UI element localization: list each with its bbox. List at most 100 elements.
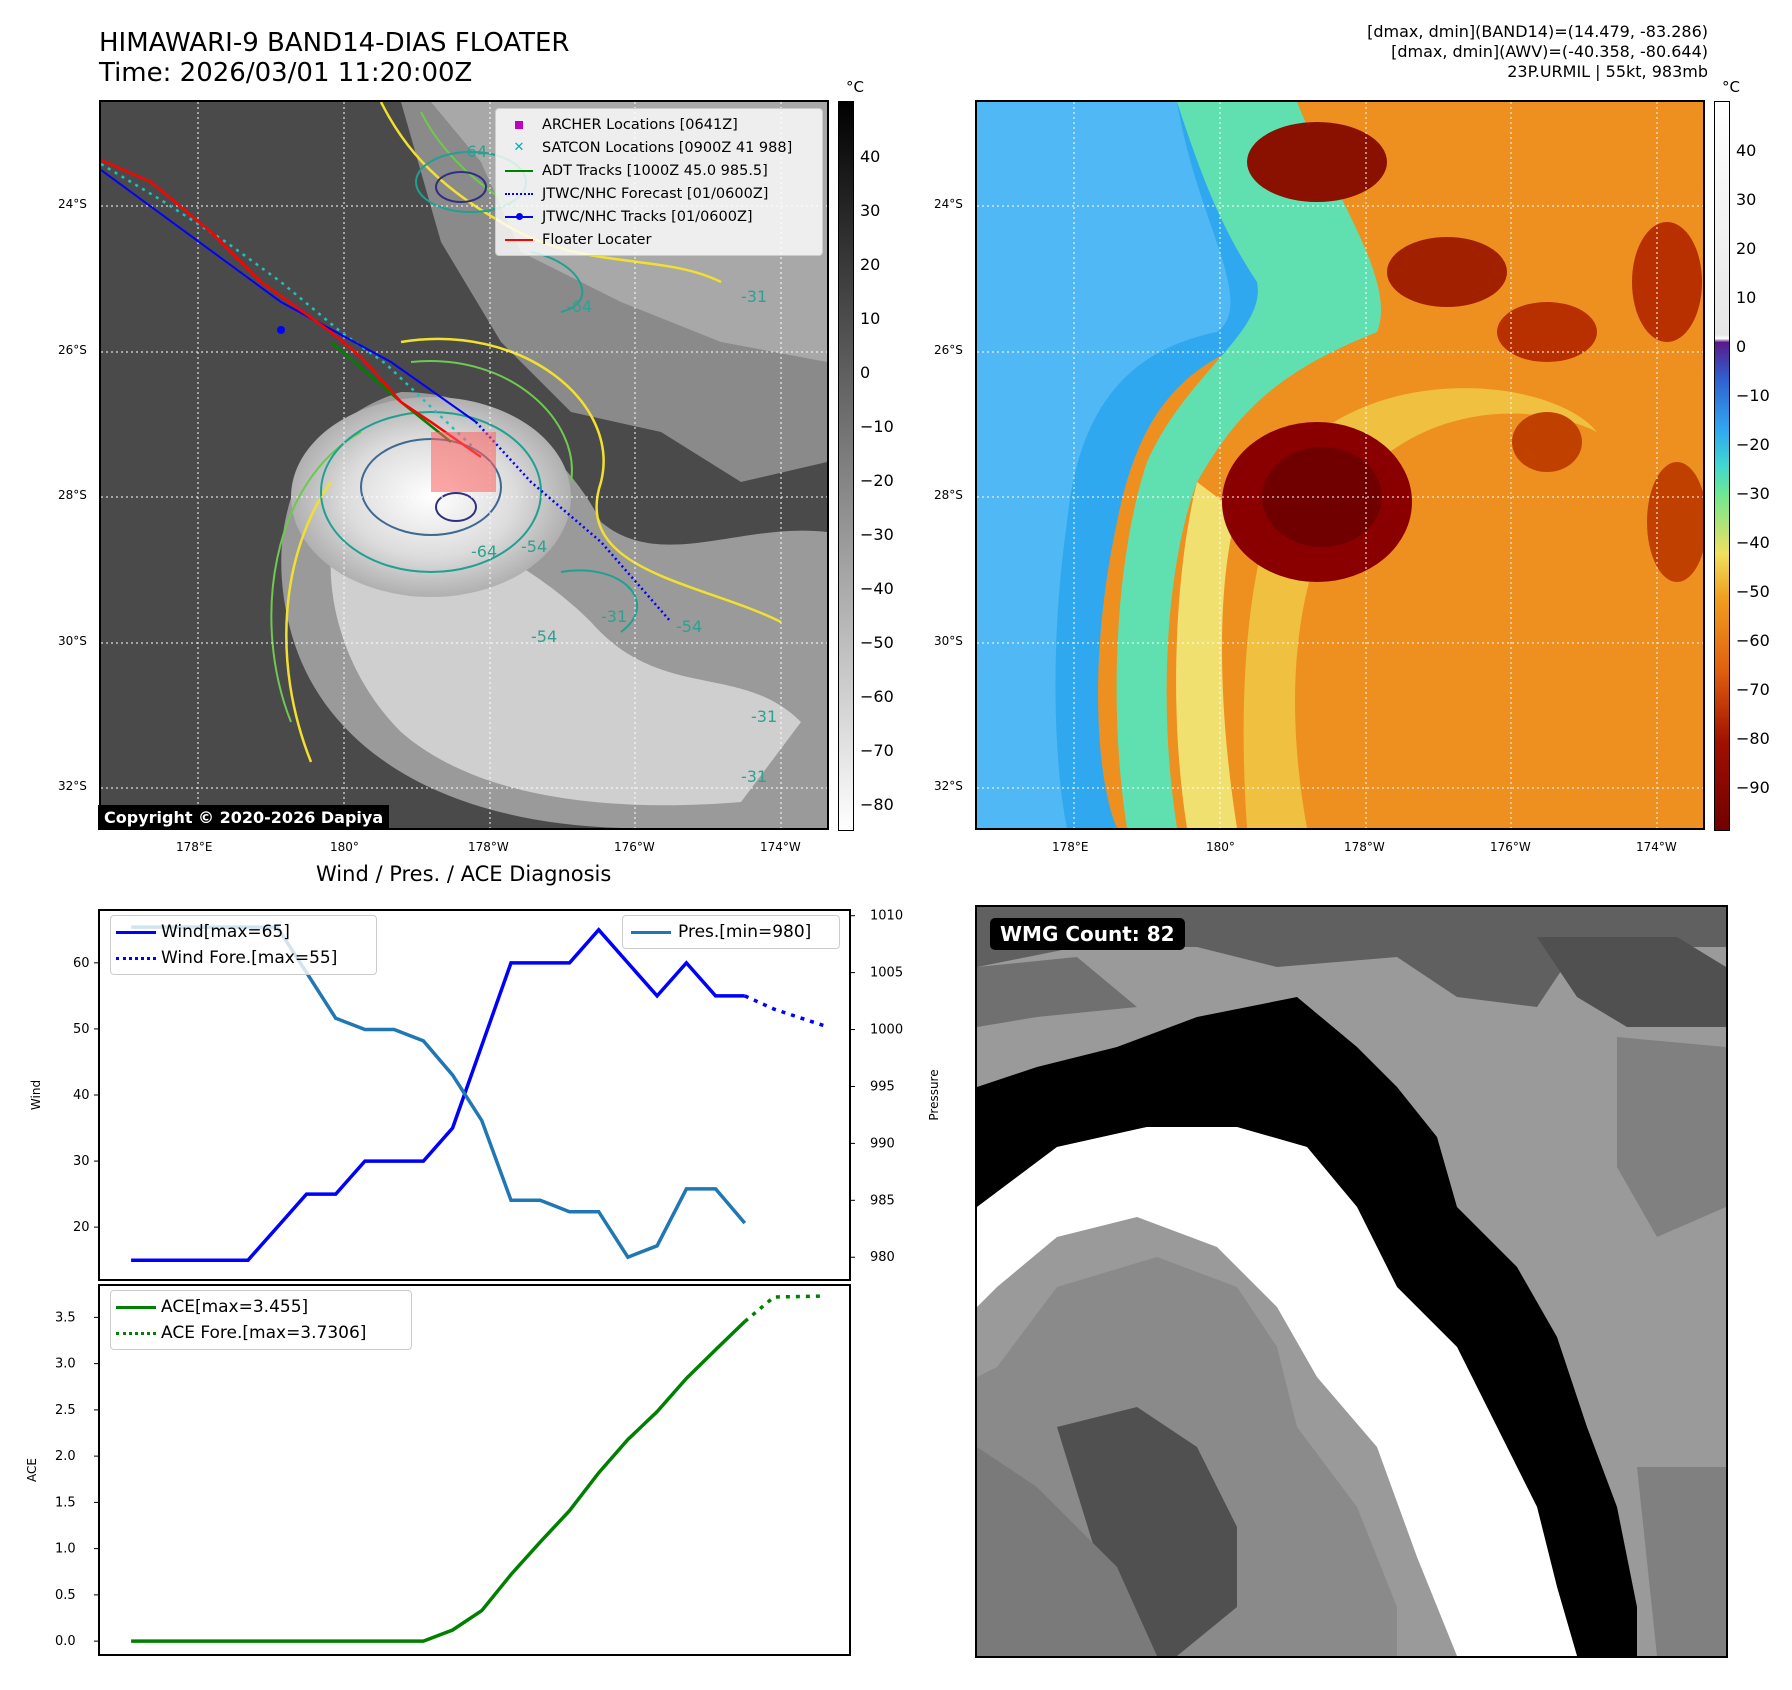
lon-label: 178°W (1344, 840, 1385, 854)
contour-label: -31 (741, 767, 767, 786)
y-axis-label: ACE (25, 1458, 39, 1482)
y-tick-label: 0.5 (55, 1588, 76, 1603)
wmg-count-badge: WMG Count: 82 (990, 918, 1185, 950)
colorbar-tick: −30 (860, 525, 894, 544)
y2-tick-label: 1010 (870, 909, 903, 924)
lat-label: 24°S (934, 197, 963, 211)
colorbar-tick: 20 (860, 255, 881, 274)
figure-time: Time: 2026/03/01 11:20:00Z (99, 58, 473, 88)
awv-map (977, 102, 1703, 828)
band14-range-info: [dmax, dmin](BAND14)=(14.479, -83.286) (1367, 22, 1708, 41)
dotted-line-icon (505, 192, 533, 195)
y-tick-label: 3.5 (55, 1310, 76, 1325)
legend-item-adt: ADT Tracks [1000Z 45.0 985.5] (496, 159, 822, 182)
colorbar-tick: 40 (1736, 141, 1757, 160)
map-legend: ARCHER Locations [0641Z] ✕ SATCON Locati… (495, 108, 823, 256)
colorbar-tick: −10 (860, 417, 894, 436)
lat-label: 30°S (58, 634, 87, 648)
y2-tick-label: 980 (870, 1250, 895, 1265)
x-marker-icon: ✕ (513, 140, 525, 155)
colorbar-tick: −20 (1736, 435, 1770, 454)
colorbar-tick: 40 (860, 147, 881, 166)
y2-tick-label: 1000 (870, 1023, 903, 1038)
y-tick-label: 20 (73, 1220, 90, 1235)
storm-info: 23P.URMIL | 55kt, 983mb (1507, 62, 1708, 81)
line-icon (505, 169, 533, 172)
series-line (131, 927, 745, 1262)
colorbar-tick: −80 (860, 795, 894, 814)
colorbar-tick: −60 (1736, 631, 1770, 650)
colorbar-tick: −80 (1736, 729, 1770, 748)
y-tick-label: 50 (73, 1022, 90, 1037)
y-tick-label: 3.0 (55, 1357, 76, 1372)
series-line (743, 1294, 824, 1323)
diagnosis-chart: 20 30 40 50 60 980 985 990 995 1000 1005 1010 Wind Pr… (25, 909, 941, 1656)
lon-label: 178°W (468, 840, 509, 854)
colorbar-tick: 0 (860, 363, 871, 382)
legend-item-archer: ARCHER Locations [0641Z] (496, 113, 822, 136)
lat-label: 30°S (934, 634, 963, 648)
awv-colorbar (1714, 101, 1730, 831)
colorbar-tick: −10 (1736, 386, 1770, 405)
series-line (131, 1320, 747, 1643)
series-line (131, 925, 747, 1260)
contour-label: -54 (521, 537, 547, 556)
contour-label: -64 (461, 142, 487, 161)
satcon-track (101, 162, 477, 451)
wmg-image (977, 907, 1726, 1656)
legend-item-pressure: Pres.[min=980] (623, 919, 839, 945)
awv-colorbar-ticks: 40 30 20 10 0 −10 −20 −30 −40 −50 −60 −7… (1736, 100, 1792, 830)
jtwc-track (101, 169, 477, 423)
y-tick-label: 1.0 (55, 1542, 76, 1557)
legend-item-wind-forecast: Wind Fore.[max=55] (111, 945, 376, 971)
ace-legend: ACE[max=3.455] ACE Fore.[max=3.7306] (110, 1290, 412, 1350)
colorbar-tick: −70 (1736, 680, 1770, 699)
awv-map-panel (975, 100, 1705, 830)
wind-legend: Wind[max=65] Wind Fore.[max=55] (110, 915, 377, 975)
figure-title: HIMAWARI-9 BAND14-DIAS FLOATER (99, 28, 570, 58)
legend-item-ace-forecast: ACE Fore.[max=3.7306] (111, 1320, 411, 1346)
y-tick-label: 2.0 (55, 1449, 76, 1464)
y2-tick-label: 985 (870, 1193, 895, 1208)
lat-label: 32°S (58, 779, 87, 793)
y-tick-label: 2.5 (55, 1403, 76, 1418)
contour-label: -54 (676, 617, 702, 636)
lat-label: 28°S (58, 488, 87, 502)
awv-range-info: [dmax, dmin](AWV)=(-40.358, -80.644) (1391, 42, 1708, 61)
lon-label: 178°E (176, 840, 213, 854)
y-tick-label: 1.5 (55, 1495, 76, 1510)
floater-locater-track (101, 158, 482, 459)
floater-box (431, 432, 496, 492)
copyright-label: Copyright © 2020-2026 Dapiya (98, 805, 390, 830)
y2-tick-label: 1005 (870, 966, 903, 981)
grayscale-colorbar-ticks: 40 30 20 10 0 −10 −20 −30 −40 −50 −60 −7… (860, 100, 920, 830)
colorbar-tick: 10 (1736, 288, 1757, 307)
pressure-legend: Pres.[min=980] (622, 915, 840, 949)
lon-label: 174°W (1636, 840, 1677, 854)
lon-label: 178°E (1052, 840, 1089, 854)
lat-label: 32°S (934, 779, 963, 793)
lon-label: 176°W (1490, 840, 1531, 854)
legend-item-ace: ACE[max=3.455] (111, 1294, 411, 1320)
diagnosis-title: Wind / Pres. / ACE Diagnosis (316, 862, 612, 886)
lat-label: 26°S (934, 343, 963, 357)
colorbar-tick: 10 (860, 309, 881, 328)
y-tick-label: 60 (73, 956, 90, 971)
line-icon (116, 930, 156, 934)
colorbar-unit: °C (1722, 78, 1740, 96)
colorbar-tick: 20 (1736, 239, 1757, 258)
wmg-black-band (977, 997, 1637, 1656)
series-line (744, 994, 825, 1028)
legend-item-jtwc-tracks: JTWC/NHC Tracks [01/0600Z] (496, 205, 822, 228)
y2-tick-label: 995 (870, 1079, 895, 1094)
lon-label: 174°W (760, 840, 801, 854)
wmg-panel (975, 905, 1728, 1658)
colorbar-tick: 30 (860, 201, 881, 220)
contour-label: -31 (741, 287, 767, 306)
colorbar-tick: −40 (1736, 533, 1770, 552)
lat-label: 24°S (58, 197, 87, 211)
lon-label: 180° (1206, 840, 1235, 854)
line-icon (630, 930, 671, 934)
colorbar-tick: −30 (1736, 484, 1770, 503)
jtwc-forecast (475, 421, 672, 623)
